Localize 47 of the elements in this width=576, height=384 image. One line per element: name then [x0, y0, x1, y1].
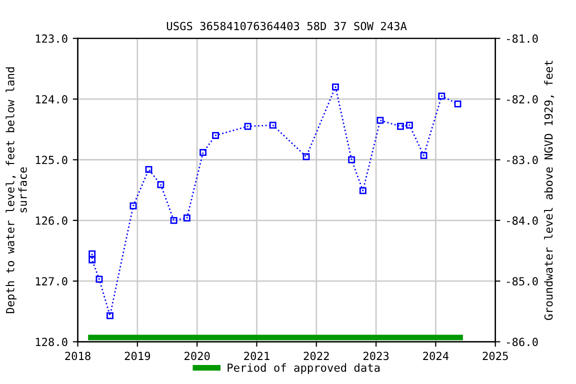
- x-tick-label: 2023: [363, 352, 389, 360]
- y2-tick-label: -86.0: [507, 338, 538, 346]
- x-tick-label: 2025: [482, 352, 508, 360]
- x-tick-label: 2024: [423, 352, 449, 360]
- point: [130, 202, 137, 210]
- point: [170, 216, 178, 224]
- point: [212, 132, 220, 139]
- x-tick-label: 2018: [65, 352, 90, 360]
- y2-tick-label: -82.0: [507, 95, 538, 104]
- chart-title: USGS 365841076364403 58D 37 SOW 243A: [166, 22, 407, 30]
- y2-tick-label: -85.0: [507, 277, 538, 286]
- point: [348, 156, 356, 164]
- y-tick-label: 125.0: [36, 156, 68, 164]
- point: [420, 152, 428, 159]
- y-tick-label: 124.0: [36, 95, 68, 104]
- x-tick-label: 2022: [304, 352, 329, 360]
- point: [88, 256, 96, 264]
- x-tick-label: 2021: [244, 352, 270, 360]
- point: [106, 312, 114, 320]
- point: [406, 122, 413, 129]
- point: [332, 83, 339, 90]
- point: [269, 122, 276, 129]
- y2-axis-title: Groundwater level above NGVD 1929, feet: [544, 60, 554, 320]
- point: [200, 148, 207, 156]
- point: [302, 153, 310, 160]
- y-tick-label: 127.0: [36, 277, 68, 286]
- y-tick-label: 128.0: [36, 338, 68, 346]
- point: [145, 166, 152, 173]
- x-tick-label: 2020: [184, 352, 210, 360]
- y2-tick-label: -81.0: [507, 34, 538, 43]
- point: [96, 276, 103, 283]
- y2-tick-label: -84.0: [507, 216, 538, 225]
- point: [454, 100, 462, 108]
- point: [438, 92, 446, 100]
- legend-label: Period of approved data: [228, 363, 380, 374]
- x-tick-label: 2019: [124, 352, 150, 360]
- y-tick-label: 123.0: [36, 34, 68, 43]
- point: [244, 122, 252, 130]
- point: [376, 116, 384, 124]
- y-tick-label: 126.0: [36, 216, 68, 225]
- point: [157, 181, 164, 188]
- y2-tick-label: -83.0: [507, 156, 538, 164]
- point: [359, 187, 366, 194]
- y-axis-title: Depth to water level, feet below land surface: [6, 67, 27, 314]
- point: [397, 122, 404, 130]
- point: [88, 250, 96, 258]
- point: [183, 214, 190, 222]
